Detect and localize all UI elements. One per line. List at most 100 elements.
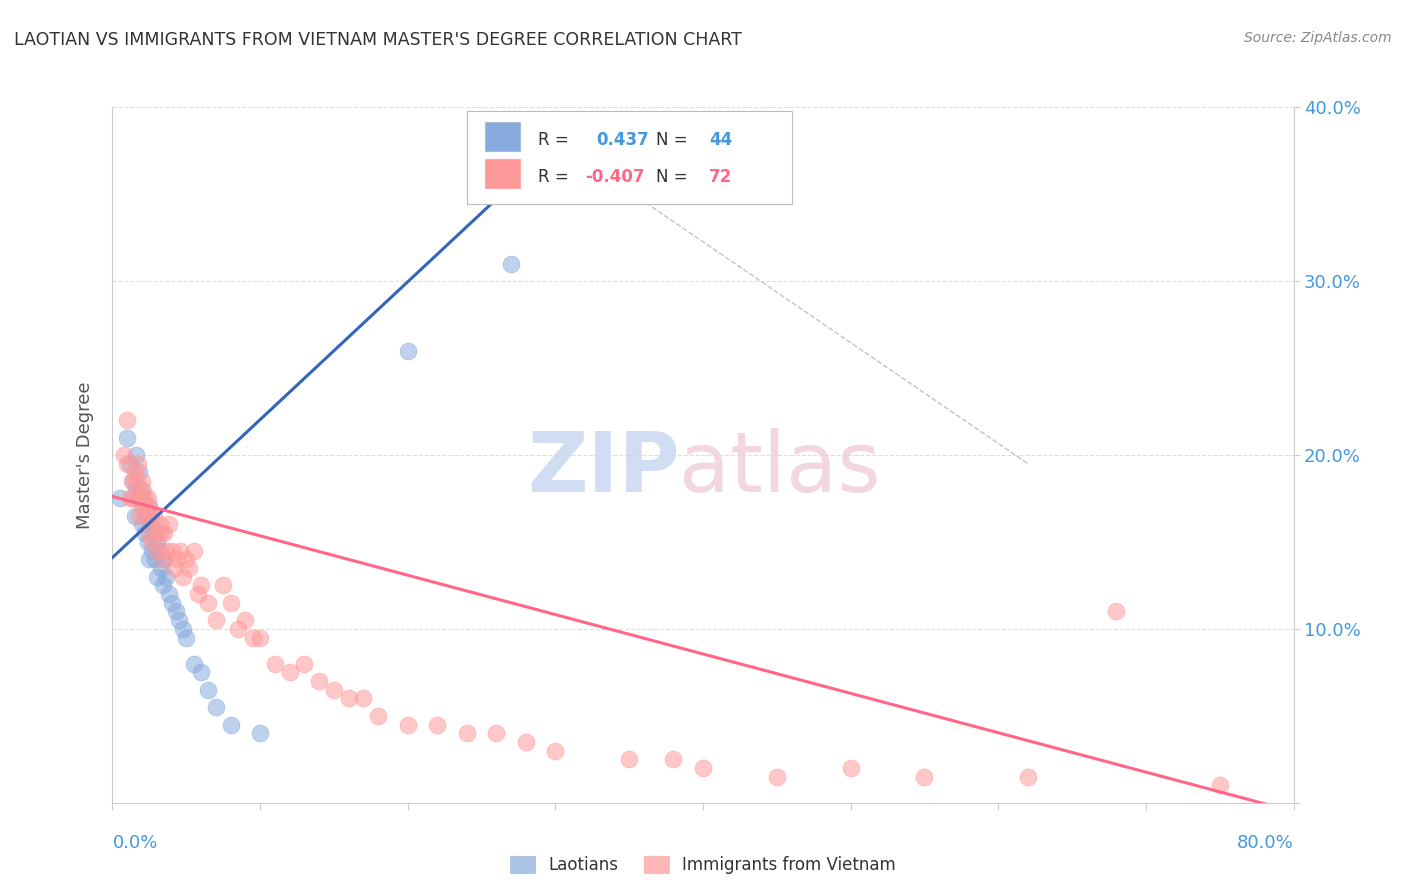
Point <box>142 526 165 541</box>
Point <box>153 526 176 541</box>
Text: atlas: atlas <box>679 428 882 509</box>
Point <box>112 448 135 462</box>
Point <box>166 552 188 566</box>
Point <box>150 561 173 575</box>
Point <box>692 761 714 775</box>
Text: R =: R = <box>537 169 574 186</box>
Text: R =: R = <box>537 131 574 149</box>
FancyBboxPatch shape <box>467 111 792 204</box>
Point <box>136 491 159 506</box>
Point <box>139 508 162 523</box>
Point <box>149 517 172 532</box>
Point <box>197 682 219 697</box>
Point <box>129 491 152 506</box>
Point <box>169 543 191 558</box>
Point <box>160 543 183 558</box>
Point <box>157 587 180 601</box>
Point <box>155 543 177 558</box>
Text: LAOTIAN VS IMMIGRANTS FROM VIETNAM MASTER'S DEGREE CORRELATION CHART: LAOTIAN VS IMMIGRANTS FROM VIETNAM MASTE… <box>14 31 742 49</box>
Text: -0.407: -0.407 <box>585 169 644 186</box>
Point <box>766 770 789 784</box>
Point <box>278 665 301 680</box>
Point <box>122 491 145 506</box>
Point <box>120 457 142 471</box>
Point <box>131 517 153 532</box>
FancyBboxPatch shape <box>485 159 520 188</box>
Point <box>136 534 159 549</box>
Point <box>249 631 271 645</box>
Point <box>219 596 242 610</box>
Point <box>142 508 165 523</box>
Point <box>226 622 249 636</box>
Y-axis label: Master's Degree: Master's Degree <box>76 381 94 529</box>
Point <box>172 622 194 636</box>
Point <box>183 543 205 558</box>
Point <box>138 526 160 541</box>
Point <box>337 691 360 706</box>
Legend: Laotians, Immigrants from Vietnam: Laotians, Immigrants from Vietnam <box>503 849 903 881</box>
Point <box>292 657 315 671</box>
Point <box>323 682 346 697</box>
Text: 72: 72 <box>709 169 733 186</box>
Text: 80.0%: 80.0% <box>1237 834 1294 852</box>
Point <box>155 570 177 584</box>
Point <box>146 526 169 541</box>
Text: Source: ZipAtlas.com: Source: ZipAtlas.com <box>1244 31 1392 45</box>
Point <box>396 343 419 358</box>
Point <box>205 613 228 627</box>
Point <box>139 517 162 532</box>
Point <box>135 508 157 523</box>
Point <box>124 508 146 523</box>
Point <box>233 613 256 627</box>
Point <box>485 726 508 740</box>
Point <box>163 561 186 575</box>
Point <box>128 466 150 480</box>
Point <box>172 570 194 584</box>
Point <box>367 708 389 723</box>
Point <box>149 543 172 558</box>
Point <box>160 596 183 610</box>
Point <box>179 561 201 575</box>
Point <box>146 534 169 549</box>
Point <box>205 700 228 714</box>
Point <box>128 491 150 506</box>
Point <box>183 657 205 671</box>
Point <box>138 552 160 566</box>
Text: 0.437: 0.437 <box>596 131 650 149</box>
Point <box>141 543 163 558</box>
Point <box>117 457 138 471</box>
Point <box>212 578 235 592</box>
Point <box>134 491 156 506</box>
Point <box>152 552 174 566</box>
Point <box>129 483 152 497</box>
Point <box>138 500 160 514</box>
Point <box>128 508 150 523</box>
Text: 0.0%: 0.0% <box>112 834 157 852</box>
Point <box>136 508 159 523</box>
Point <box>131 474 153 488</box>
Point <box>146 570 169 584</box>
Text: N =: N = <box>655 169 693 186</box>
Point <box>127 457 149 471</box>
Point <box>134 526 156 541</box>
Point <box>197 596 219 610</box>
Point <box>242 631 264 645</box>
Point <box>396 717 419 731</box>
Point <box>662 752 685 766</box>
FancyBboxPatch shape <box>485 121 520 151</box>
Point <box>157 517 180 532</box>
Point <box>839 761 862 775</box>
Text: N =: N = <box>655 131 693 149</box>
Point <box>619 752 641 766</box>
Point <box>138 500 160 514</box>
Point <box>108 491 131 506</box>
Text: 44: 44 <box>709 131 733 149</box>
Point <box>124 466 146 480</box>
Point <box>249 726 271 740</box>
Point <box>456 726 478 740</box>
Point <box>174 552 197 566</box>
Point <box>125 474 148 488</box>
Point <box>190 578 212 592</box>
Point <box>1208 778 1232 792</box>
Point <box>308 674 330 689</box>
